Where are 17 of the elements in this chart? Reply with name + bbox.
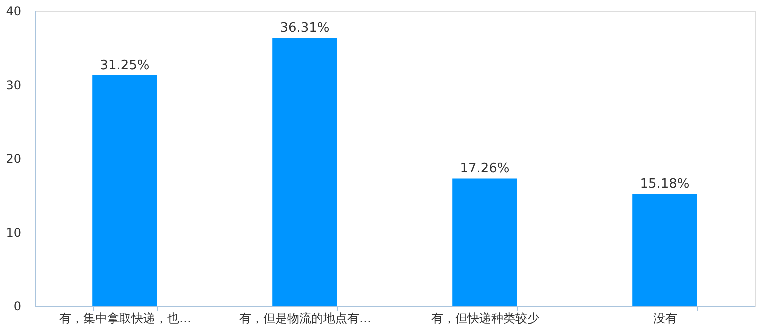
- y-tick-label: 30: [6, 78, 22, 92]
- x-tick-label: 没有: [654, 312, 678, 326]
- x-tick-label: 有，但是物流的地点有…: [240, 312, 372, 326]
- y-tick-label: 40: [6, 4, 22, 18]
- data-label: 17.26%: [460, 162, 510, 177]
- bar: [272, 38, 338, 306]
- y-tick-label: 0: [14, 300, 22, 314]
- y-tick-label: 20: [6, 152, 22, 166]
- x-tick-label: 有，但快递种类较少: [432, 312, 540, 326]
- bar: [452, 178, 518, 306]
- data-label: 36.31%: [280, 21, 330, 36]
- x-tick-label: 有，集中拿取快递，也…: [60, 312, 192, 326]
- data-label: 31.25%: [100, 58, 150, 74]
- bar: [92, 76, 158, 306]
- y-tick-label: 10: [6, 226, 22, 240]
- data-label: 15.18%: [640, 177, 690, 192]
- bar: [632, 194, 698, 306]
